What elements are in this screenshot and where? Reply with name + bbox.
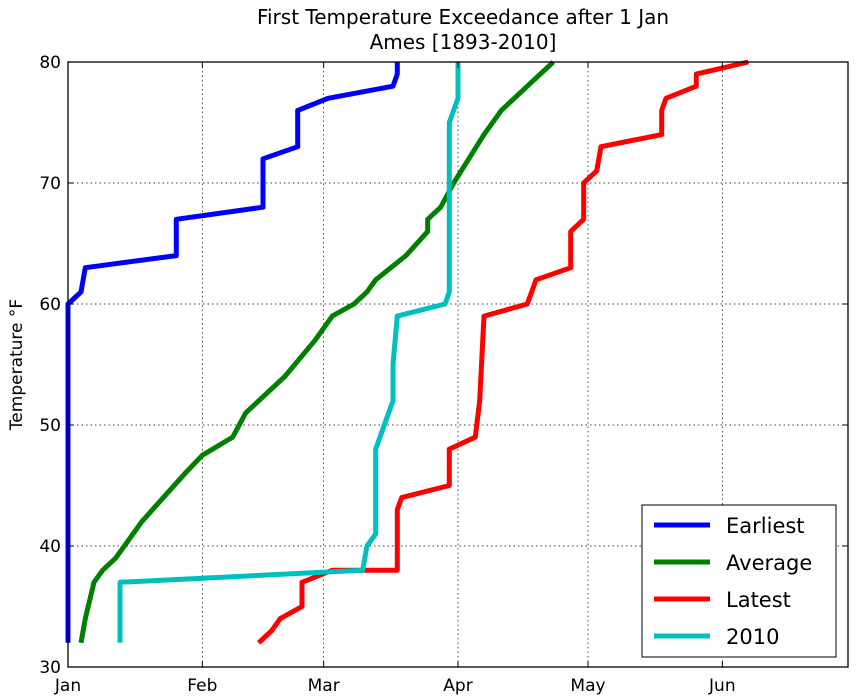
x-tick-label: Apr: [443, 676, 472, 696]
legend-label-2010: 2010: [726, 625, 779, 649]
x-tick-label: Jun: [708, 676, 736, 696]
y-tick-label: 40: [39, 537, 61, 557]
series-lines: [65, 59, 749, 645]
x-tick-label: May: [570, 676, 605, 696]
axis-ticks: 30 40 50 60 70 80 Jan Feb Mar Apr May Jun: [39, 53, 848, 696]
y-tick-label: 60: [39, 295, 61, 315]
y-tick-label: 50: [39, 416, 61, 436]
x-tick-label: Jan: [54, 676, 81, 696]
y-tick-label: 30: [39, 658, 61, 678]
series-line-2010: [117, 62, 461, 643]
x-tick-label: Feb: [187, 676, 217, 696]
y-axis-label: Temperature °F: [7, 299, 27, 431]
series-line-earliest: [65, 62, 400, 643]
legend-label-latest: Latest: [726, 588, 791, 612]
x-tick-label: Mar: [308, 676, 340, 696]
legend-label-earliest: Earliest: [726, 514, 805, 538]
legend-label-average: Average: [726, 551, 812, 575]
legend-box: [641, 504, 837, 658]
y-tick-label: 80: [39, 53, 61, 73]
chart-title: First Temperature Exceedance after 1 Jan: [257, 5, 669, 29]
legend: Earliest Average Latest 2010: [641, 504, 837, 658]
chart-subtitle: Ames [1893-2010]: [370, 30, 557, 54]
y-tick-label: 70: [39, 174, 61, 194]
